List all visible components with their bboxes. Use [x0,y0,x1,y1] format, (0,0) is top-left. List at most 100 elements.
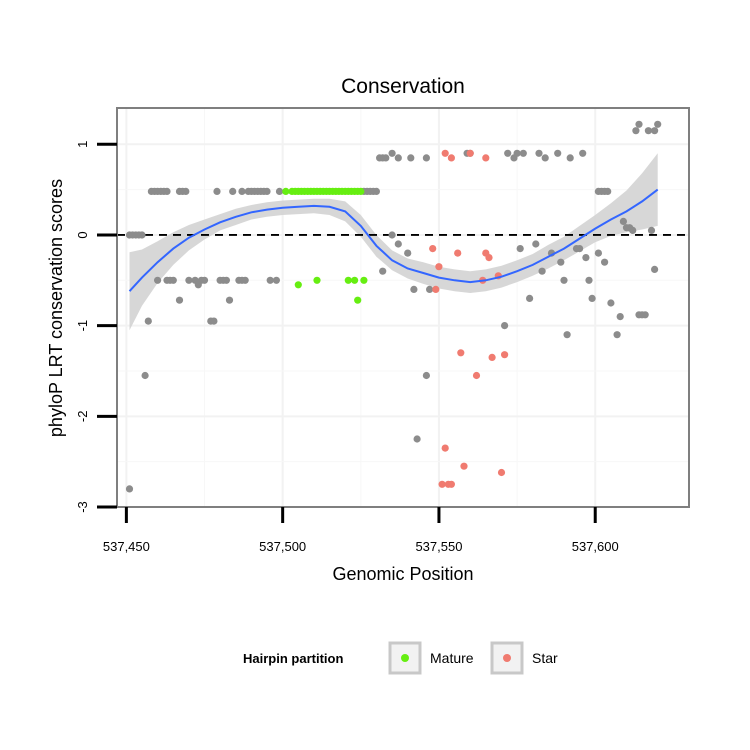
data-point-star [429,245,437,253]
legend-key-mature [388,641,422,675]
data-point-other [422,371,430,380]
data-point-star [441,149,449,157]
data-point-other [588,294,596,302]
data-point-other [144,317,152,325]
data-point-other [619,217,628,225]
legend-label-mature: Mature [430,650,474,666]
data-point-other [388,149,396,157]
data-point-other [504,149,512,157]
data-point-other [607,299,615,307]
data-point-other [513,149,521,157]
data-point-other [563,331,571,339]
smooth-curve-layer [128,188,659,292]
data-point-other [266,276,274,284]
plot-panel-border [116,107,690,508]
data-point-other [125,485,134,493]
y-tick-label: -1 [75,320,90,332]
data-point-star [460,462,468,470]
legend-marker-mature [401,654,409,662]
y-axis-title: phyloP LRT conservation scores [46,179,66,437]
data-point-other [225,296,234,304]
data-point-other [594,249,603,257]
data-point-star [447,154,455,162]
data-point-other [213,187,221,195]
data-point-other [200,276,209,284]
data-point-other [275,187,284,195]
data-point-other [272,276,280,284]
data-point-other [541,154,549,162]
data-point-other [644,127,653,135]
legend-label-star: Star [532,650,558,666]
legend-marker-star [503,654,511,662]
data-point-other [141,371,149,380]
data-point-mature [351,276,359,284]
data-point-star [438,480,446,488]
x-tick-label: 537,600 [572,539,619,554]
data-point-other [516,245,524,253]
data-point-star [432,285,440,293]
data-point-other [379,267,387,275]
data-point-other [163,187,171,195]
data-point-star [482,154,490,162]
data-point-other [651,127,659,135]
data-point-other [182,187,190,195]
data-point-other [501,322,509,330]
data-point-other [647,226,656,234]
data-point-other [604,187,612,195]
data-point-star [454,249,462,257]
x-tick-label: 537,550 [415,539,462,554]
grid [117,108,689,508]
data-point-star [441,444,449,452]
data-point-other [566,154,574,162]
data-point-other [560,276,568,284]
data-point-other [404,249,412,257]
legend-key-star [490,641,524,675]
y-tick-label: 1 [75,141,90,148]
x-tick-label: 537,450 [103,539,150,554]
data-point-other [632,127,640,135]
data-point-other [154,276,162,284]
data-point-other [238,187,246,195]
data-point-other [641,311,649,319]
data-point-other [263,187,271,195]
y-axis: 1 0 -1 -2 -3 [75,141,117,513]
data-point-other [372,187,380,195]
data-point-other [394,240,402,248]
data-point-star [457,349,465,357]
data-point-other [175,296,184,304]
confidence-ribbon-layer [129,153,658,331]
data-point-other [576,245,584,253]
data-point-mature [344,276,352,284]
data-point-other [532,240,540,248]
data-point-other [535,149,543,157]
y-tick-label: -3 [75,501,90,513]
data-point-other [422,154,430,162]
data-point-other [554,149,562,157]
data-point-star [488,353,496,361]
data-point-other [654,120,662,128]
data-point-mature [357,187,365,195]
data-point-other [579,149,587,157]
data-point-star [497,468,506,477]
data-point-star [472,371,481,380]
data-point-other [185,276,193,284]
data-point-other [635,120,643,128]
legend: Hairpin partition Mature Star [243,641,558,675]
data-point-other [169,276,177,284]
data-point-star [447,480,455,488]
confidence-ribbon [129,153,658,331]
data-point-other [138,231,146,239]
data-point-other [629,226,637,234]
data-point-other [613,331,621,339]
data-point-other [557,258,565,266]
x-axis: 537,450 537,500 537,550 537,600 [103,507,619,554]
data-point-other [601,258,609,266]
data-point-other [410,285,418,293]
data-point-other [519,149,527,157]
data-point-other [585,276,593,284]
data-point-mature [360,276,368,284]
data-point-star [435,263,443,271]
data-point-other [388,231,396,239]
x-axis-title: Genomic Position [332,564,473,584]
